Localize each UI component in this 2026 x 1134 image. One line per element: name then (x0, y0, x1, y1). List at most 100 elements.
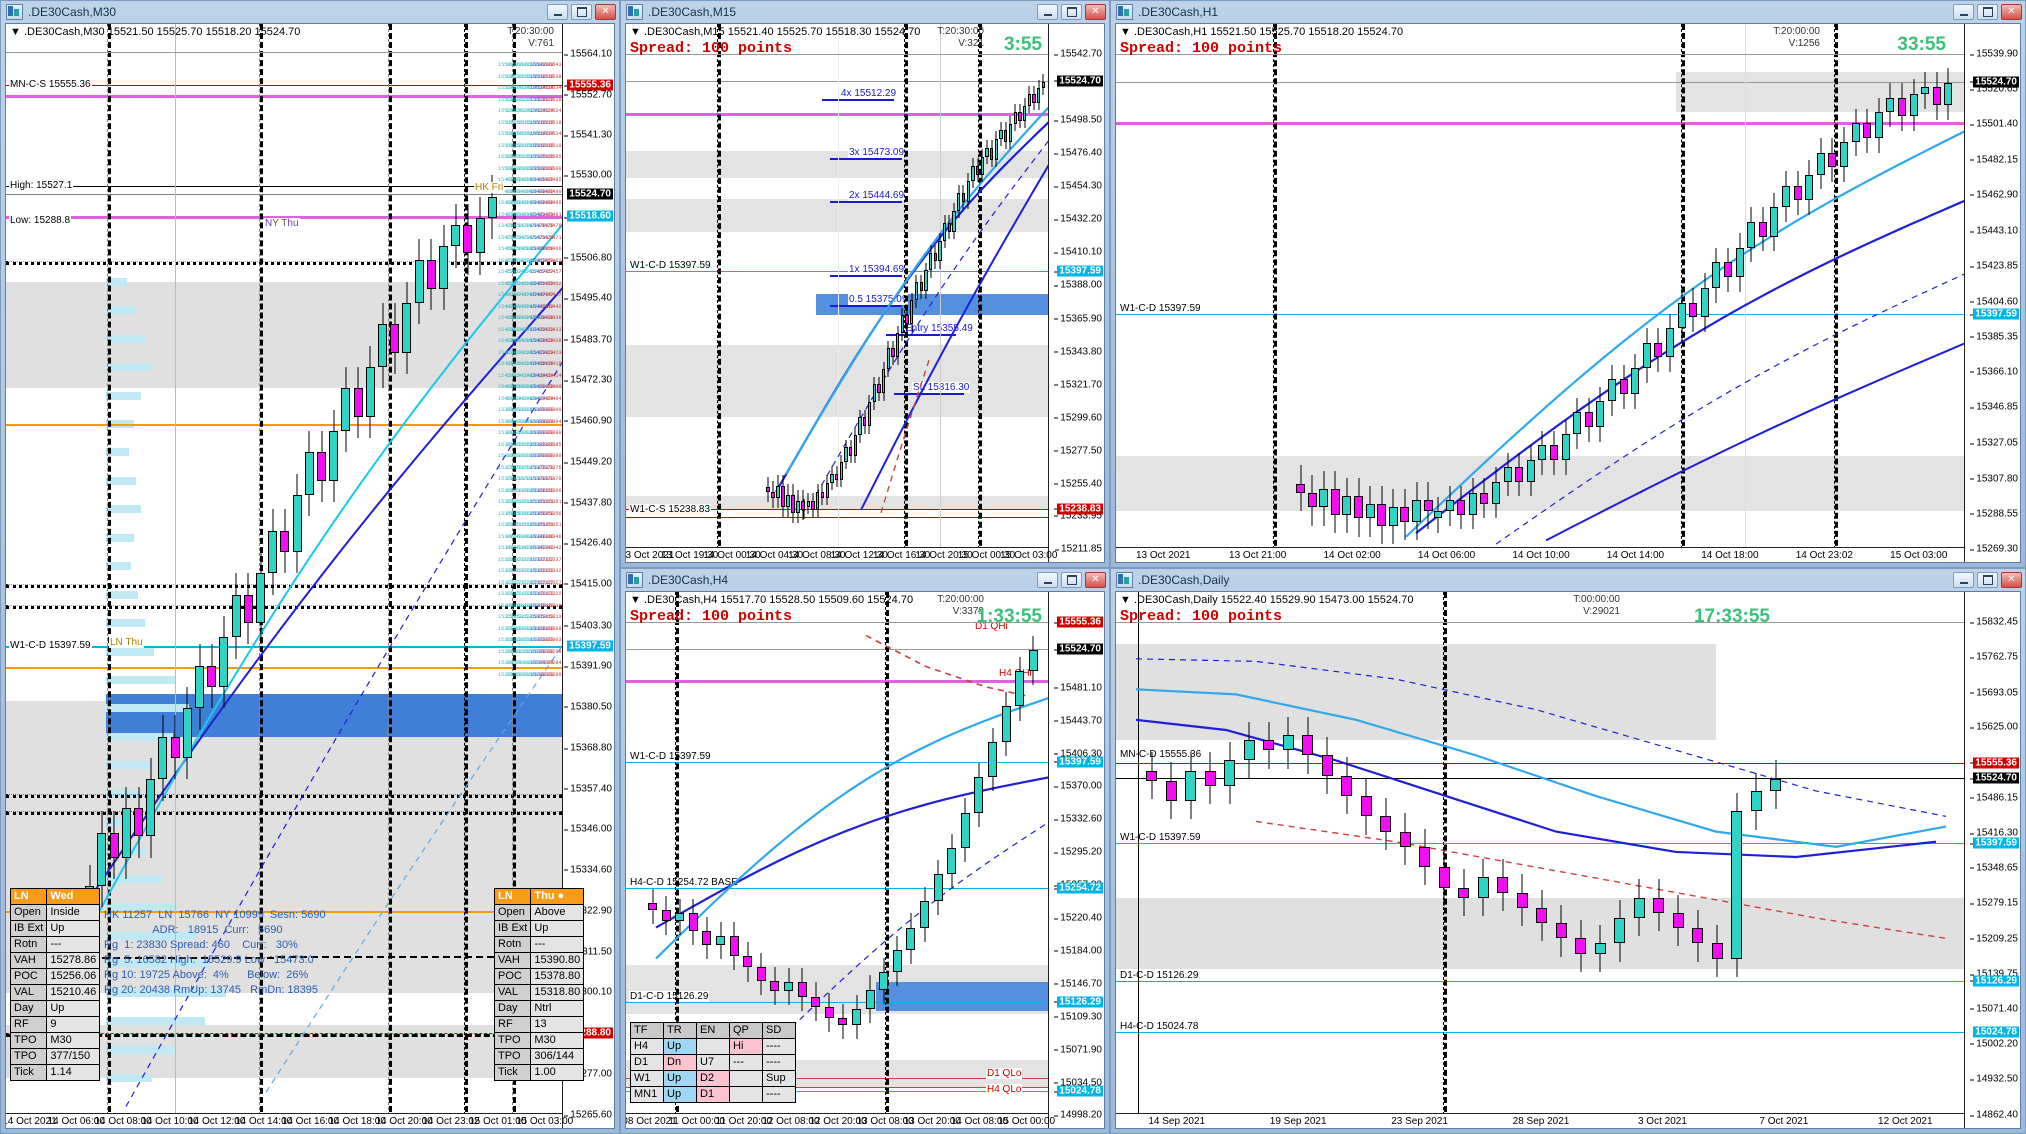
y-tick: 15327.05 (1970, 437, 2018, 449)
price-tag: 15397.59 (567, 640, 613, 652)
candlestick (957, 185, 961, 219)
candlestick (245, 956, 252, 959)
candle-body (811, 500, 815, 510)
x-tick: 14 Oct 18:00 (328, 1116, 386, 1127)
chart-h4[interactable]: W1-C-D 15397.59 H4-C-D 15254.72 BASE D1-C-… (625, 591, 1105, 1129)
candlestick (1653, 879, 1664, 932)
y-tick: 15321.70 (1054, 379, 1102, 391)
candlestick (1793, 170, 1802, 215)
candle-body (1302, 735, 1313, 756)
titlebar-h4[interactable]: .DE30Cash,H4 ✕ (621, 569, 1109, 591)
minimize-button[interactable] (1953, 572, 1974, 588)
chart-m30[interactable]: 15543 15538 15534 15529 15524 15519 1551… (5, 23, 615, 1129)
maximize-button[interactable] (1061, 572, 1082, 588)
titlebar-m30[interactable]: .DE30Cash,M30 ✕ (1, 1, 619, 23)
chart-h1[interactable]: W1-C-D 15397.59 15539.90 15524.7015520.65… (1115, 23, 2021, 563)
close-button[interactable]: ✕ (595, 4, 616, 20)
candle-body (766, 487, 770, 492)
candlestick (1018, 104, 1022, 129)
maximize-button[interactable] (571, 4, 592, 20)
timeframe-table[interactable]: TF TR EN QP SD H4 Up Hi ---- D1 Dn U7 --- ---- W1 Up D2 S… (630, 1022, 796, 1103)
y-axis-daily[interactable]: 15832.45 15762.75 15693.05 15625.00 15555.36… (1964, 592, 2020, 1128)
tpo-column: 15543 15538 15534 15529 15524 15519 1551… (498, 62, 514, 678)
y-axis-h1[interactable]: 15539.90 15524.7015520.65 15501.40 15482.15… (1964, 24, 2020, 562)
x-tick: 11 Oct 00:00 (668, 1116, 725, 1127)
close-button[interactable]: ✕ (1085, 572, 1106, 588)
chart-daily[interactable]: MN-C-D 15555.36 W1-C-D 15397.59 D1-C-D 151… (1115, 591, 2021, 1129)
titlebar-daily[interactable]: .DE30Cash,Daily ✕ (1111, 569, 2025, 591)
x-axis-h1: 13 Oct 2021 13 Oct 21:00 14 Oct 02:00 14 Oc… (1116, 547, 1964, 562)
window-controls[interactable]: ✕ (1037, 4, 1106, 20)
close-button[interactable]: ✕ (1085, 4, 1106, 20)
window-controls[interactable]: ✕ (1037, 572, 1106, 588)
chart-m15[interactable]: 4x 15512.29 3x 15473.09 2x 15444.69 1x 1539… (625, 23, 1105, 563)
candle-body (475, 217, 485, 254)
x-tick: 15 Oct 03:00 (1000, 550, 1058, 561)
candle-body (825, 482, 829, 498)
window-controls[interactable]: ✕ (1953, 572, 2022, 588)
candle-body (661, 909, 671, 921)
table-cell: TPO (493, 1048, 532, 1065)
band (626, 345, 1048, 418)
tf-header-cell: EN (696, 1022, 730, 1039)
close-button[interactable]: ✕ (2001, 572, 2022, 588)
titlebar-h1[interactable]: .DE30Cash,H1 ✕ (1111, 1, 2025, 23)
window-h4[interactable]: .DE30Cash,H4 ✕ W1-C-D 15397.59 H4-C-D 152… (620, 568, 1110, 1134)
maximize-button[interactable] (1977, 572, 1998, 588)
table-cell: 1.00 (530, 1064, 585, 1081)
window-controls[interactable]: ✕ (1953, 4, 2022, 20)
x-tick: 14 Oct 14:00 (1606, 550, 1665, 561)
titlebar-m15[interactable]: .DE30Cash,M15 ✕ (621, 1, 1109, 23)
x-axis-m15: 13 Oct 2021 13 Oct 19:30 14 Oct 00:30 14 Oc… (626, 547, 1057, 562)
candle-body (1692, 928, 1703, 944)
candlestick (1573, 397, 1582, 449)
session-table-wed[interactable]: LN Wed Open Inside IB Ext Up Rotn --- VAH 15278.8… (9, 888, 101, 1081)
candlestick (1146, 752, 1157, 800)
window-h1[interactable]: .DE30Cash,H1 ✕ W1-C-D 15397.59 15539.90 1… (1110, 0, 2026, 568)
y-tick: 15002.20 (1970, 1038, 2018, 1050)
session-table-thu[interactable]: LN Thu ● Open Above IB Ext Up Rotn --- VAH 15390.… (493, 888, 585, 1081)
candlestick (896, 325, 900, 365)
profile-bar (106, 363, 152, 372)
y-axis-m30[interactable]: 15564.10 15555.3615552.70 15541.30 15530.00… (562, 24, 614, 1128)
candlestick (928, 245, 933, 278)
y-axis-m15[interactable]: 15542.70 15524.70 15498.50 15476.40 15454.30… (1048, 24, 1104, 562)
minimize-button[interactable] (1953, 4, 1974, 20)
candlestick (1584, 397, 1593, 442)
quarter-label: H4 QLo (986, 1084, 1023, 1096)
candle-body (124, 956, 131, 959)
candlestick (806, 493, 811, 515)
window-controls[interactable]: ✕ (547, 4, 616, 20)
quarter-label: D1 QLo (986, 1068, 1023, 1080)
minimize-button[interactable] (547, 4, 568, 20)
chart-icon (626, 4, 643, 20)
y-tick: 15269.30 (1970, 543, 2018, 555)
zone-band (876, 982, 1048, 1011)
price-tag: 15555.36 (1973, 757, 2019, 769)
candle-body (355, 956, 362, 959)
window-m15[interactable]: .DE30Cash,M15 ✕ 4x 15512.29 3x 15473.09 2x… (620, 0, 1110, 568)
minimize-button[interactable] (1037, 572, 1058, 588)
candlestick (1458, 869, 1469, 916)
candle-body (170, 736, 180, 759)
table-cell: Tick (9, 1064, 48, 1081)
y-axis-h4[interactable]: 15555.36 15524.70 15481.10 15443.70 15406.30… (1048, 592, 1104, 1128)
candle-body (1204, 770, 1216, 786)
tf-cell: Dn (663, 1054, 697, 1071)
candlestick (1932, 72, 1941, 120)
y-tick: 15391.90 (564, 660, 612, 672)
candlestick (333, 956, 340, 959)
y-tick: 15332.60 (1054, 813, 1102, 825)
candlestick (756, 953, 766, 995)
candle-body (1377, 503, 1387, 526)
candlestick (190, 956, 197, 959)
minimize-button[interactable] (1037, 4, 1058, 20)
window-daily[interactable]: .DE30Cash,Daily ✕ MN-C-D 15555.36 W1-C-D … (1110, 568, 2026, 1134)
candlestick (952, 203, 956, 240)
table-row: VAL 15210.46 (9, 984, 101, 1001)
table-cell: 15210.46 (46, 984, 101, 1001)
maximize-button[interactable] (1061, 4, 1082, 20)
maximize-button[interactable] (1977, 4, 1998, 20)
window-m30[interactable]: .DE30Cash,M30 ✕ 15543 15538 15534 15529 … (0, 0, 620, 1134)
close-button[interactable]: ✕ (2001, 4, 2022, 20)
